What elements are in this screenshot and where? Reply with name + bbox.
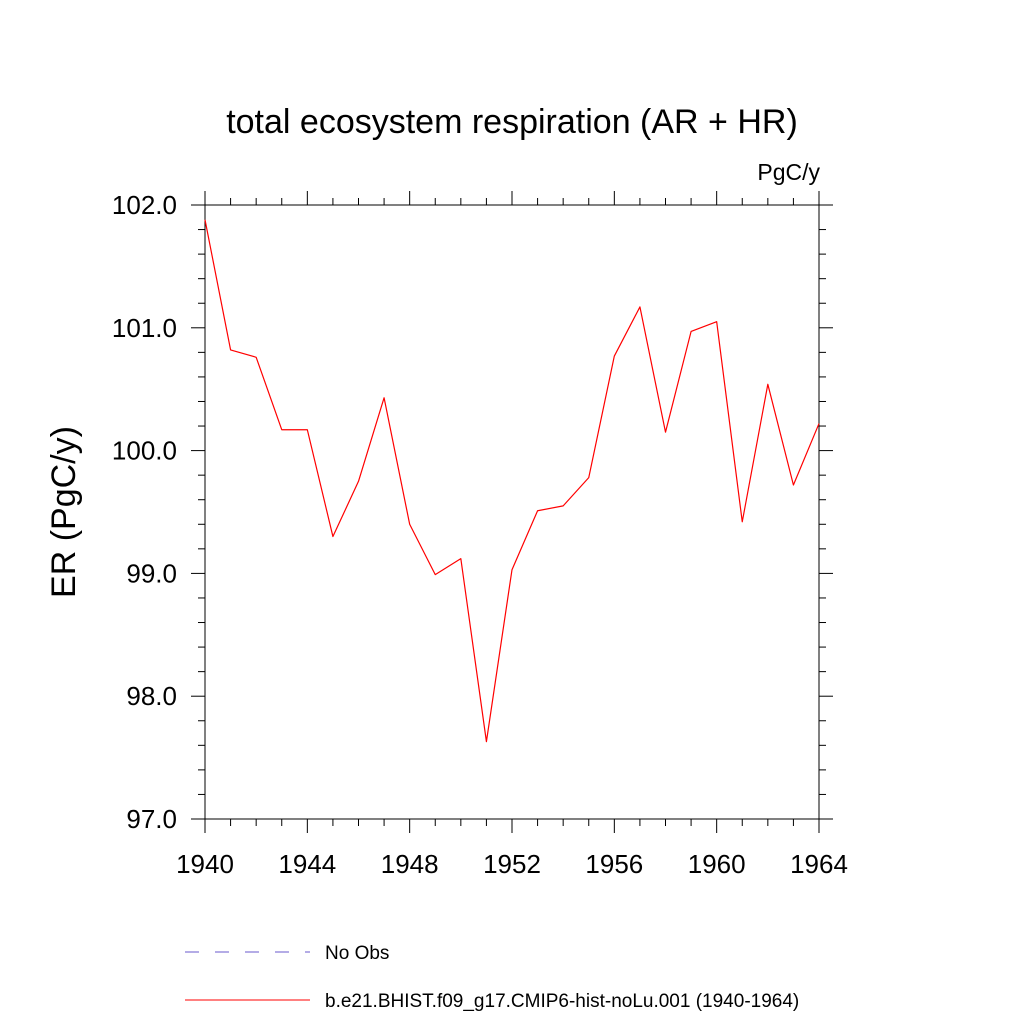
y-axis-label: ER (PgC/y) [45,426,83,598]
x-tick-label: 1964 [790,849,848,879]
x-tick-label: 1960 [688,849,746,879]
x-tick-label: 1956 [585,849,643,879]
chart-title: total ecosystem respiration (AR + HR) [226,103,798,141]
units-label: PgC/y [757,159,820,185]
x-tick-label: 1940 [176,849,234,879]
y-tick-label: 97.0 [126,804,177,834]
y-tick-label: 99.0 [126,558,177,588]
series-layer [204,219,820,743]
series-line-1 [204,219,820,743]
legend-label-0: No Obs [325,943,389,964]
x-tick-label: 1944 [278,849,336,879]
y-tick-label: 100.0 [112,436,177,466]
y-tick-label: 101.0 [112,313,177,343]
y-tick-label: 98.0 [126,681,177,711]
y-tick-label: 102.0 [112,190,177,220]
x-tick-label: 1952 [483,849,541,879]
legend: No Obs b.e21.BHIST.f09_g17.CMIP6-hist-noL… [185,943,799,1012]
x-tick-label: 1948 [381,849,439,879]
plot-frame [204,204,820,820]
axis-ticks: 1940 1944 1948 1952 1956 1960 1964 97.0 98.0 99.0… [112,190,848,879]
legend-label-1: b.e21.BHIST.f09_g17.CMIP6-hist-noLu.001 … [325,991,799,1012]
